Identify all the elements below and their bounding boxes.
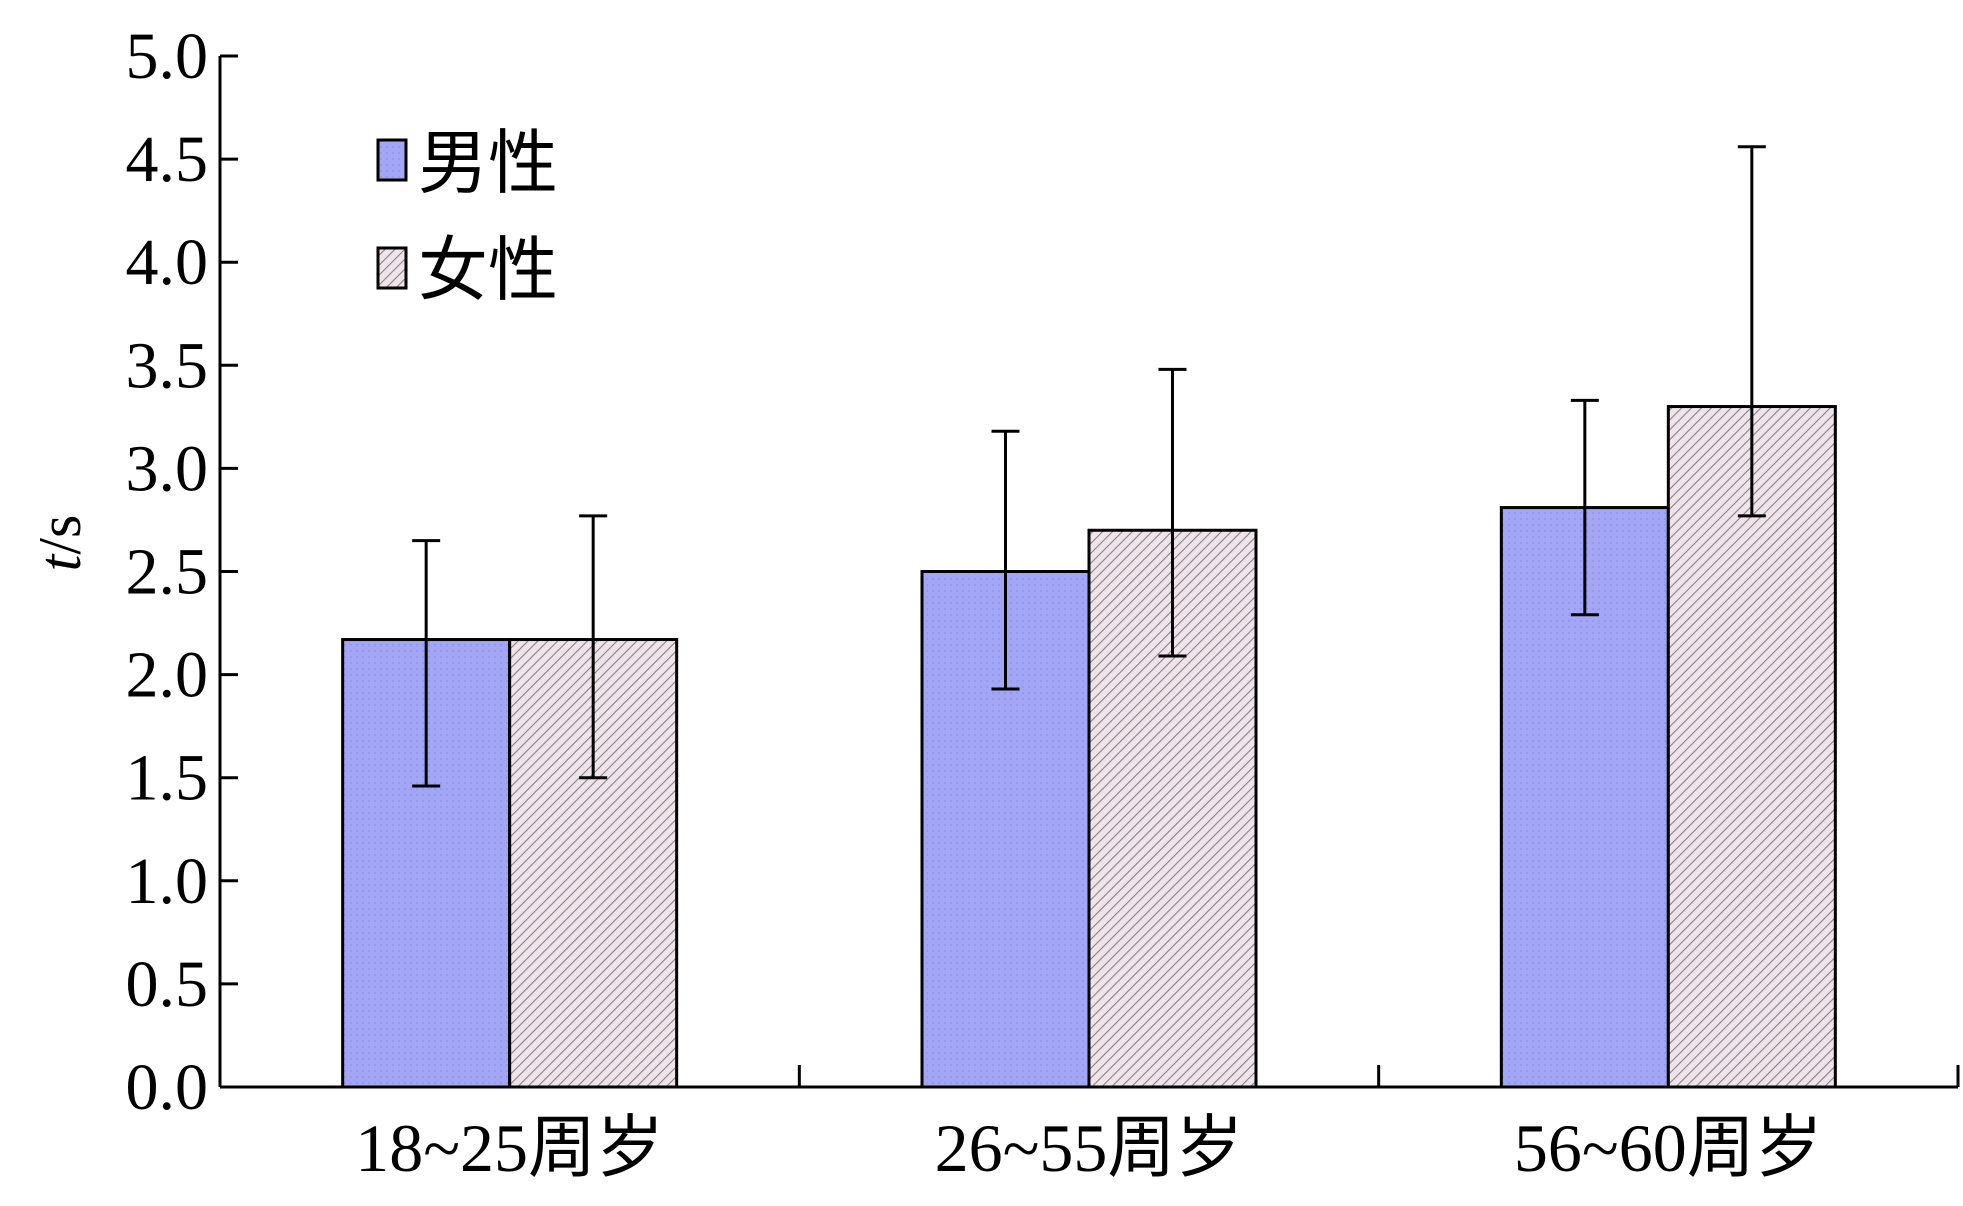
y-tick-label: 1.5 — [126, 742, 209, 815]
y-tick-label: 5.0 — [126, 20, 209, 93]
y-tick-label: 2.5 — [126, 536, 209, 609]
y-tick-labels: 0.0 0.5 1.0 1.5 2.0 2.5 3.0 3.5 4.0 4.5 5.0 — [126, 20, 238, 1124]
bar-female — [508, 638, 679, 1089]
y-tick-label: 3.0 — [126, 432, 209, 505]
legend-swatch-female — [376, 246, 408, 290]
y-tick-label: 0.5 — [126, 948, 209, 1021]
x-category-labels: 18~25周岁 26~55周岁 56~60周岁 — [355, 1110, 1822, 1186]
x-category-label: 18~25周岁 — [355, 1110, 664, 1186]
legend-label-female: 女性 — [418, 233, 558, 310]
y-tick-label: 4.5 — [126, 123, 209, 196]
y-tick-label: 2.0 — [126, 639, 209, 712]
x-category-label: 56~60周岁 — [1514, 1110, 1823, 1186]
legend: 男性 女性 — [376, 126, 558, 310]
y-tick-label: 0.0 — [126, 1051, 209, 1124]
legend-swatch-male — [376, 138, 408, 182]
x-category-label: 26~55周岁 — [935, 1110, 1244, 1186]
legend-label-male: 男性 — [418, 126, 558, 203]
y-tick-label: 1.0 — [126, 845, 209, 918]
error-bars — [412, 145, 1766, 788]
y-tick-label: 3.5 — [126, 329, 209, 402]
y-axis-title: t/s — [27, 515, 93, 572]
bars — [341, 405, 1837, 1089]
y-tick-label: 4.0 — [126, 226, 209, 299]
